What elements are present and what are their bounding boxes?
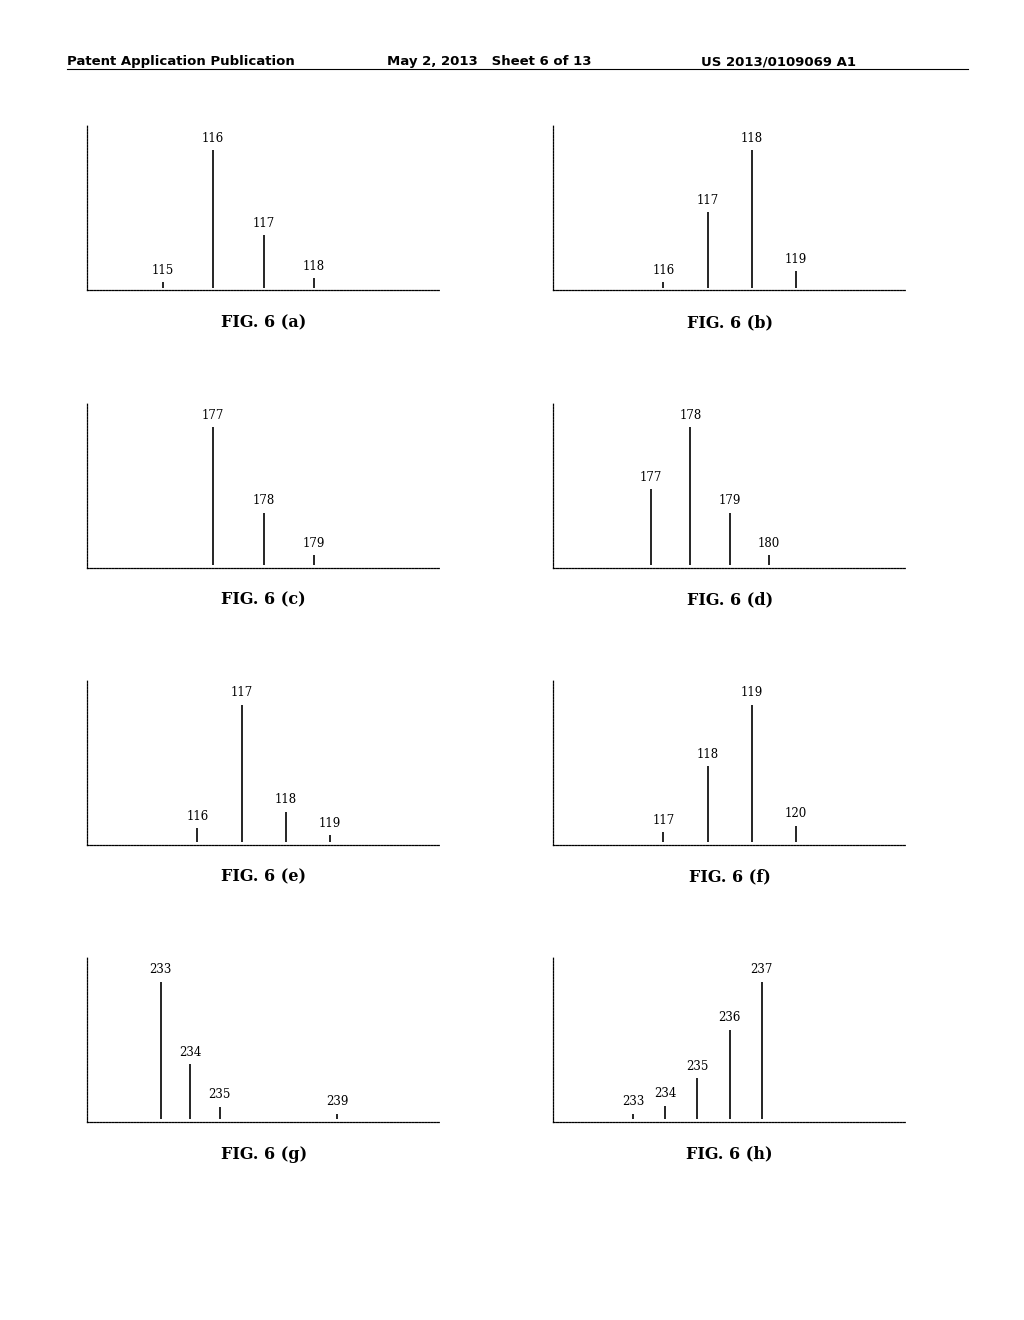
Text: May 2, 2013   Sheet 6 of 13: May 2, 2013 Sheet 6 of 13 bbox=[387, 55, 592, 69]
Text: 118: 118 bbox=[303, 260, 326, 272]
Text: 237: 237 bbox=[751, 964, 773, 977]
Text: 117: 117 bbox=[230, 686, 253, 700]
Text: 117: 117 bbox=[696, 194, 719, 206]
Text: FIG. 6 (b): FIG. 6 (b) bbox=[687, 314, 772, 331]
Text: 179: 179 bbox=[719, 494, 740, 507]
Text: 119: 119 bbox=[740, 686, 763, 700]
Text: 119: 119 bbox=[318, 817, 341, 830]
Text: 119: 119 bbox=[784, 252, 807, 265]
Text: 235: 235 bbox=[208, 1089, 230, 1101]
Text: FIG. 6 (f): FIG. 6 (f) bbox=[689, 869, 770, 886]
Text: 234: 234 bbox=[179, 1045, 202, 1059]
Text: FIG. 6 (h): FIG. 6 (h) bbox=[686, 1146, 773, 1163]
Text: 117: 117 bbox=[253, 216, 274, 230]
Text: 178: 178 bbox=[253, 494, 274, 507]
Text: 115: 115 bbox=[152, 264, 174, 277]
Text: 118: 118 bbox=[274, 793, 297, 807]
Text: 116: 116 bbox=[652, 264, 675, 277]
Text: 120: 120 bbox=[784, 807, 807, 820]
Text: 118: 118 bbox=[740, 132, 763, 145]
Text: 233: 233 bbox=[150, 964, 172, 977]
Text: US 2013/0109069 A1: US 2013/0109069 A1 bbox=[701, 55, 856, 69]
Text: FIG. 6 (a): FIG. 6 (a) bbox=[221, 314, 306, 331]
Text: 235: 235 bbox=[686, 1060, 709, 1072]
Text: 177: 177 bbox=[202, 409, 224, 422]
Text: Patent Application Publication: Patent Application Publication bbox=[67, 55, 294, 69]
Text: FIG. 6 (e): FIG. 6 (e) bbox=[221, 869, 306, 886]
Text: 177: 177 bbox=[640, 471, 663, 483]
Text: 180: 180 bbox=[758, 537, 780, 549]
Text: 116: 116 bbox=[202, 132, 224, 145]
Text: 116: 116 bbox=[186, 809, 209, 822]
Text: 118: 118 bbox=[696, 748, 719, 760]
Text: 178: 178 bbox=[679, 409, 701, 422]
Text: 233: 233 bbox=[622, 1096, 644, 1109]
Text: 179: 179 bbox=[303, 537, 326, 549]
Text: 236: 236 bbox=[719, 1011, 740, 1024]
Text: FIG. 6 (d): FIG. 6 (d) bbox=[686, 591, 773, 609]
Text: 117: 117 bbox=[652, 814, 675, 826]
Text: FIG. 6 (g): FIG. 6 (g) bbox=[220, 1146, 307, 1163]
Text: 239: 239 bbox=[326, 1096, 348, 1109]
Text: 234: 234 bbox=[654, 1086, 677, 1100]
Text: FIG. 6 (c): FIG. 6 (c) bbox=[221, 591, 306, 609]
